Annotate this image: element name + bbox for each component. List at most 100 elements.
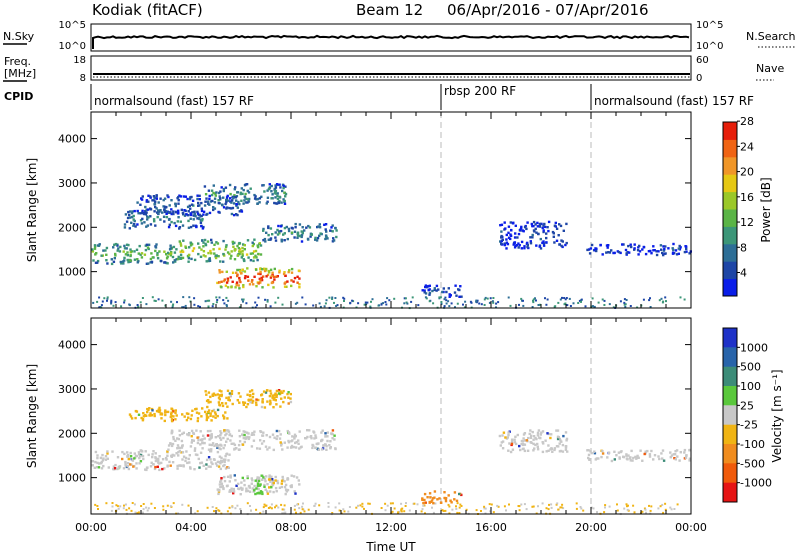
scatter-cell [229,476,232,479]
scatter-cell [137,511,140,514]
scatter-cell [613,450,616,453]
scatter-cell [145,466,149,469]
scatter-cell [206,200,209,203]
scatter-cell [225,270,228,273]
scatter-cell [510,442,514,446]
scatter-cell [547,444,550,447]
scatter-cell [256,492,259,495]
scatter-cell [233,213,236,217]
scatter-cell [243,440,246,444]
scatter-cell [268,183,271,186]
scatter-cell [93,244,97,247]
scatter-cell [212,303,215,305]
scatter-cell [110,509,113,512]
scatter-cell [220,186,223,189]
scatter-cell [183,195,186,198]
scatter-cell [357,302,360,305]
scatter-cell [102,249,105,252]
scatter-cell [172,303,175,306]
scatter-cell [293,437,296,440]
scatter-cell [218,281,221,284]
freq-label: Freq. [4,55,31,68]
scatter-cell [300,233,304,237]
scatter-cell [183,415,186,418]
scatter-cell [208,259,212,262]
scatter-cell [301,226,304,229]
scatter-cell [649,297,651,300]
scatter-cell [283,508,286,511]
scatter-cell [242,285,245,289]
scatter-cell [475,300,478,303]
scatter-cell [126,251,129,254]
scatter-cell [216,393,220,396]
scatter-cell [278,195,281,199]
scatter-cell [105,246,109,250]
scatter-cell [181,256,185,260]
scatter-cell [274,202,278,205]
scatter-cell [280,482,283,485]
scatter-cell [180,195,183,198]
scatter-cell [224,433,227,437]
scatter-cell [273,436,276,439]
scatter-cell [151,455,154,459]
scatter-cell [250,445,254,448]
scatter-cell [405,301,408,304]
scatter-cell [141,209,144,213]
scatter-cell [225,196,229,199]
scatter-cell [270,503,273,506]
scatter-cell [518,444,521,448]
scatter-cell [273,393,276,397]
scatter-cell [192,224,195,227]
scatter-cell [261,492,264,496]
scatter-cell [216,445,219,448]
scatter-cell [275,389,279,393]
scatter-cell [110,258,113,261]
scatter-cell [270,281,274,285]
scatter-cell [235,271,238,274]
scatter-cell [380,303,383,306]
scatter-cell [283,480,286,483]
scatter-cell [685,245,688,248]
scatter-cell [112,246,115,249]
scatter-cell [217,509,220,512]
scatter-cell [267,233,270,237]
scatter-cell [91,248,94,251]
scatter-cell [116,505,119,508]
scatter-cell [94,460,97,464]
scatter-cell [546,432,549,435]
scatter-cell [255,487,258,490]
scatter-cell [664,245,667,248]
scatter-cell [222,279,226,283]
scatter-cell [199,255,203,258]
scatter-cell [240,199,243,202]
scatter-cell [434,502,437,505]
scatter-cell [200,461,204,464]
scatter-cell [160,417,163,420]
scatter-cell [512,243,515,246]
scatter-cell [217,401,221,404]
scatter-cell [212,191,215,195]
scatter-cell [488,503,491,506]
scatter-cell [179,257,182,260]
scatter-cell [296,281,299,284]
scatter-cell [238,440,242,443]
scatter-cell [273,278,276,281]
scatter-cell [553,448,556,452]
scatter-cell [160,461,163,465]
scatter-cell [280,238,283,241]
scatter-cell [260,278,264,282]
scatter-cell [235,213,238,216]
scatter-cell [483,298,486,301]
scatter-cell [537,505,539,508]
scatter-cell [624,303,627,306]
scatter-cell [208,443,211,446]
colorbar-tick-label: 28 [740,115,754,128]
scatter-cell [331,224,334,227]
scatter-cell [587,453,591,457]
scatter-cell [154,459,158,463]
scatter-cell [547,229,550,233]
scatter-cell [672,242,675,246]
colorbar-cell [723,191,737,210]
scatter-cell [338,509,341,512]
scatter-cell [610,249,613,252]
